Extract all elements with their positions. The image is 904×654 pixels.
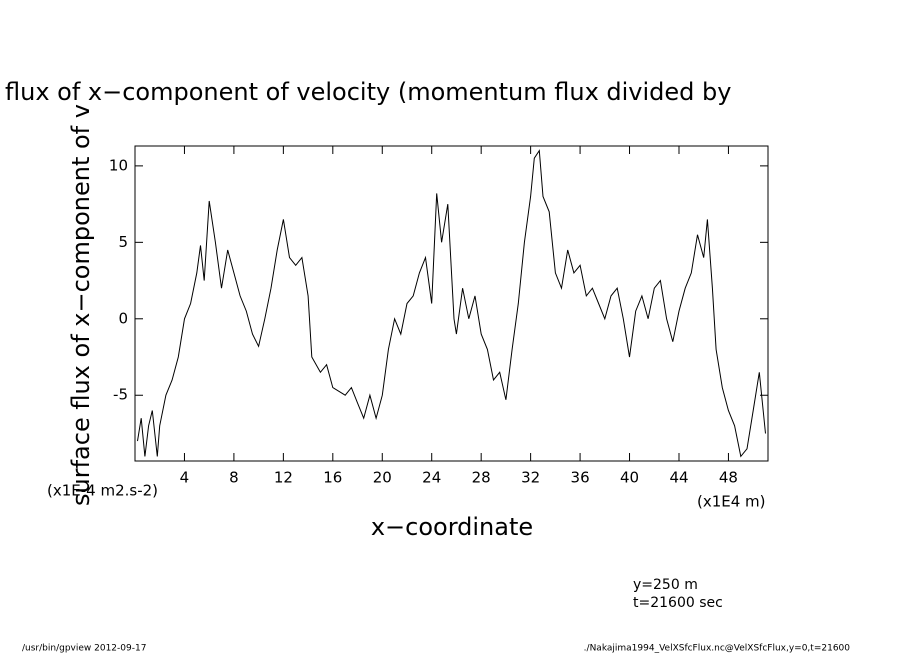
x-tick-label: 12 xyxy=(274,469,293,487)
x-tick-label: 36 xyxy=(571,469,590,487)
x-tick-label: 4 xyxy=(180,469,190,487)
annotation: y=250 m xyxy=(633,577,698,593)
y-units: (x1E-4 m2.s-2) xyxy=(47,482,158,500)
x-units: (x1E4 m) xyxy=(697,493,766,511)
x-tick-label: 16 xyxy=(323,469,342,487)
annotation: t=21600 sec xyxy=(633,595,723,611)
x-tick-label: 48 xyxy=(719,469,738,487)
y-tick-label: -5 xyxy=(113,386,128,404)
plot-frame xyxy=(134,145,769,462)
y-tick-label: 5 xyxy=(118,233,128,251)
x-tick-label: 40 xyxy=(620,469,639,487)
x-tick-label: 44 xyxy=(669,469,688,487)
y-tick-label: 0 xyxy=(118,309,128,327)
data-line xyxy=(137,149,766,458)
x-tick-label: 8 xyxy=(229,469,239,487)
x-tick-label: 24 xyxy=(422,469,441,487)
footer: ./Nakajima1994_VelXSfcFlux.nc@VelXSfcFlu… xyxy=(584,644,851,654)
y-axis-label: surface flux of x−component of v xyxy=(67,104,95,506)
x-tick-label: 32 xyxy=(521,469,540,487)
x-axis-label: x−coordinate xyxy=(371,513,533,541)
footer: /usr/bin/gpview 2012-09-17 xyxy=(22,644,146,654)
x-tick-label: 20 xyxy=(373,469,392,487)
x-tick-label: 28 xyxy=(472,469,491,487)
chart-title: flux of x−component of velocity (momentu… xyxy=(5,78,731,106)
y-tick-label: 10 xyxy=(109,156,128,174)
